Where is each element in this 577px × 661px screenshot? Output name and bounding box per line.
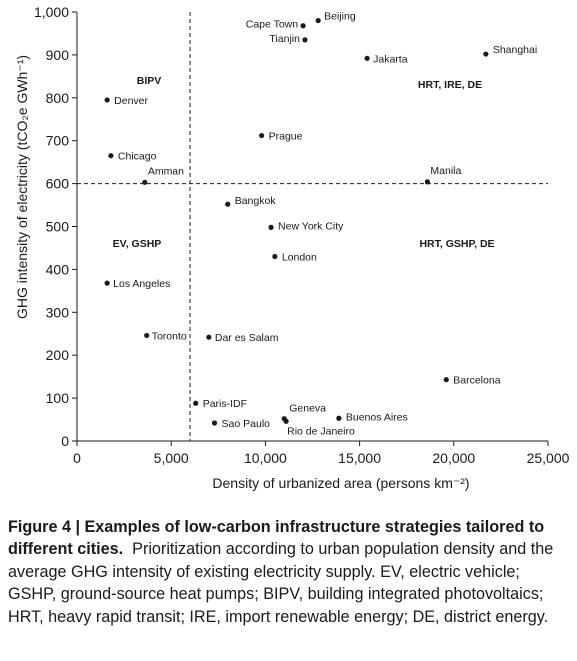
data-point bbox=[424, 179, 431, 185]
x-tick-label: 20,000 bbox=[432, 450, 475, 466]
point-label: Cape Town bbox=[246, 19, 299, 31]
y-tick-label: 700 bbox=[46, 133, 70, 149]
chart-axes: 0 100 200 300 400 500 600 700 800 900 1,000 0 5,000 1… bbox=[34, 4, 570, 466]
x-axis-label: Density of urbanized area (persons km⁻²) bbox=[212, 475, 469, 491]
data-point bbox=[104, 280, 110, 286]
figure-caption: Figure 4 | Examples of low-carbon infras… bbox=[8, 516, 570, 628]
data-point bbox=[104, 97, 110, 103]
data-point bbox=[300, 23, 306, 29]
point-label: Geneva bbox=[289, 403, 326, 415]
point-label: Prague bbox=[269, 131, 303, 143]
y-tick-label: 500 bbox=[46, 219, 70, 235]
data-point bbox=[268, 224, 274, 230]
point-label: New York City bbox=[278, 220, 344, 232]
data-point bbox=[144, 332, 150, 339]
data-point bbox=[211, 420, 218, 426]
x-tick-label: 25,000 bbox=[527, 450, 570, 466]
data-point bbox=[272, 253, 278, 260]
region-label: HRT, GSHP, DE bbox=[419, 238, 494, 250]
x-tick-label: 5,000 bbox=[154, 450, 189, 466]
region-labels: BIPV HRT, IRE, DE EV, GSHP HRT, GSHP, DE bbox=[113, 75, 495, 250]
x-tick-label: 15,000 bbox=[338, 450, 381, 466]
data-point bbox=[315, 17, 321, 24]
y-tick-label: 600 bbox=[46, 176, 70, 192]
data-point bbox=[302, 37, 308, 43]
y-axis-label: GHG intensity of electricity (tCO₂e GWh⁻… bbox=[14, 55, 30, 319]
x-tick-label: 10,000 bbox=[244, 450, 287, 466]
point-label: Barcelona bbox=[453, 375, 500, 387]
data-point bbox=[193, 400, 199, 406]
y-tick-label: 800 bbox=[46, 90, 70, 106]
point-label: Amman bbox=[148, 165, 184, 177]
caption-title: Figure 4 | Examples of low-carbon infras… bbox=[8, 518, 545, 559]
data-point bbox=[336, 415, 342, 421]
point-label: Buenos Aires bbox=[346, 411, 408, 423]
point-label: Toronto bbox=[152, 330, 187, 342]
caption-body: Prioritization according to urban popula… bbox=[8, 540, 554, 626]
data-point bbox=[364, 55, 370, 61]
region-label: BIPV bbox=[137, 75, 162, 87]
data-point bbox=[283, 418, 289, 424]
data-point bbox=[225, 201, 231, 207]
data-points: Beijing Cape Town Tianjin Jakarta Shanghai De… bbox=[104, 11, 537, 437]
data-point bbox=[142, 179, 148, 185]
y-tick-label: 400 bbox=[46, 261, 70, 277]
threshold-lines bbox=[77, 12, 548, 441]
region-label: EV, GSHP bbox=[113, 238, 162, 250]
point-label: Beijing bbox=[324, 11, 356, 23]
point-label: Dar es Salam bbox=[215, 332, 279, 344]
data-point bbox=[443, 377, 449, 383]
point-label: Bangkok bbox=[235, 195, 277, 207]
y-tick-label: 0 bbox=[61, 433, 69, 449]
data-point bbox=[206, 334, 212, 340]
data-point bbox=[108, 153, 114, 159]
point-label: Tianjin bbox=[269, 33, 300, 45]
point-label: Denver bbox=[114, 95, 148, 107]
y-tick-label: 100 bbox=[46, 390, 70, 406]
y-tick-label: 200 bbox=[46, 347, 70, 363]
point-label: Paris-IDF bbox=[203, 398, 247, 410]
point-label: Jakarta bbox=[373, 53, 408, 65]
scatter-chart: 0 100 200 300 400 500 600 700 800 900 1,000 0 5,000 1… bbox=[14, 4, 570, 491]
point-label: Manila bbox=[430, 165, 461, 177]
point-label: Rio de Janeiro bbox=[287, 425, 355, 437]
y-tick-label: 1,000 bbox=[34, 4, 69, 20]
y-tick-label: 900 bbox=[46, 47, 70, 63]
point-label: London bbox=[282, 252, 317, 264]
point-label: Shanghai bbox=[493, 44, 537, 56]
region-label: HRT, IRE, DE bbox=[418, 79, 482, 91]
data-point bbox=[483, 51, 489, 57]
y-tick-label: 300 bbox=[46, 304, 70, 320]
x-tick-label: 0 bbox=[73, 450, 81, 466]
point-label: Sao Paulo bbox=[222, 418, 271, 430]
point-label: Chicago bbox=[118, 151, 157, 163]
point-label: Los Angeles bbox=[113, 278, 170, 290]
data-point bbox=[259, 132, 265, 139]
